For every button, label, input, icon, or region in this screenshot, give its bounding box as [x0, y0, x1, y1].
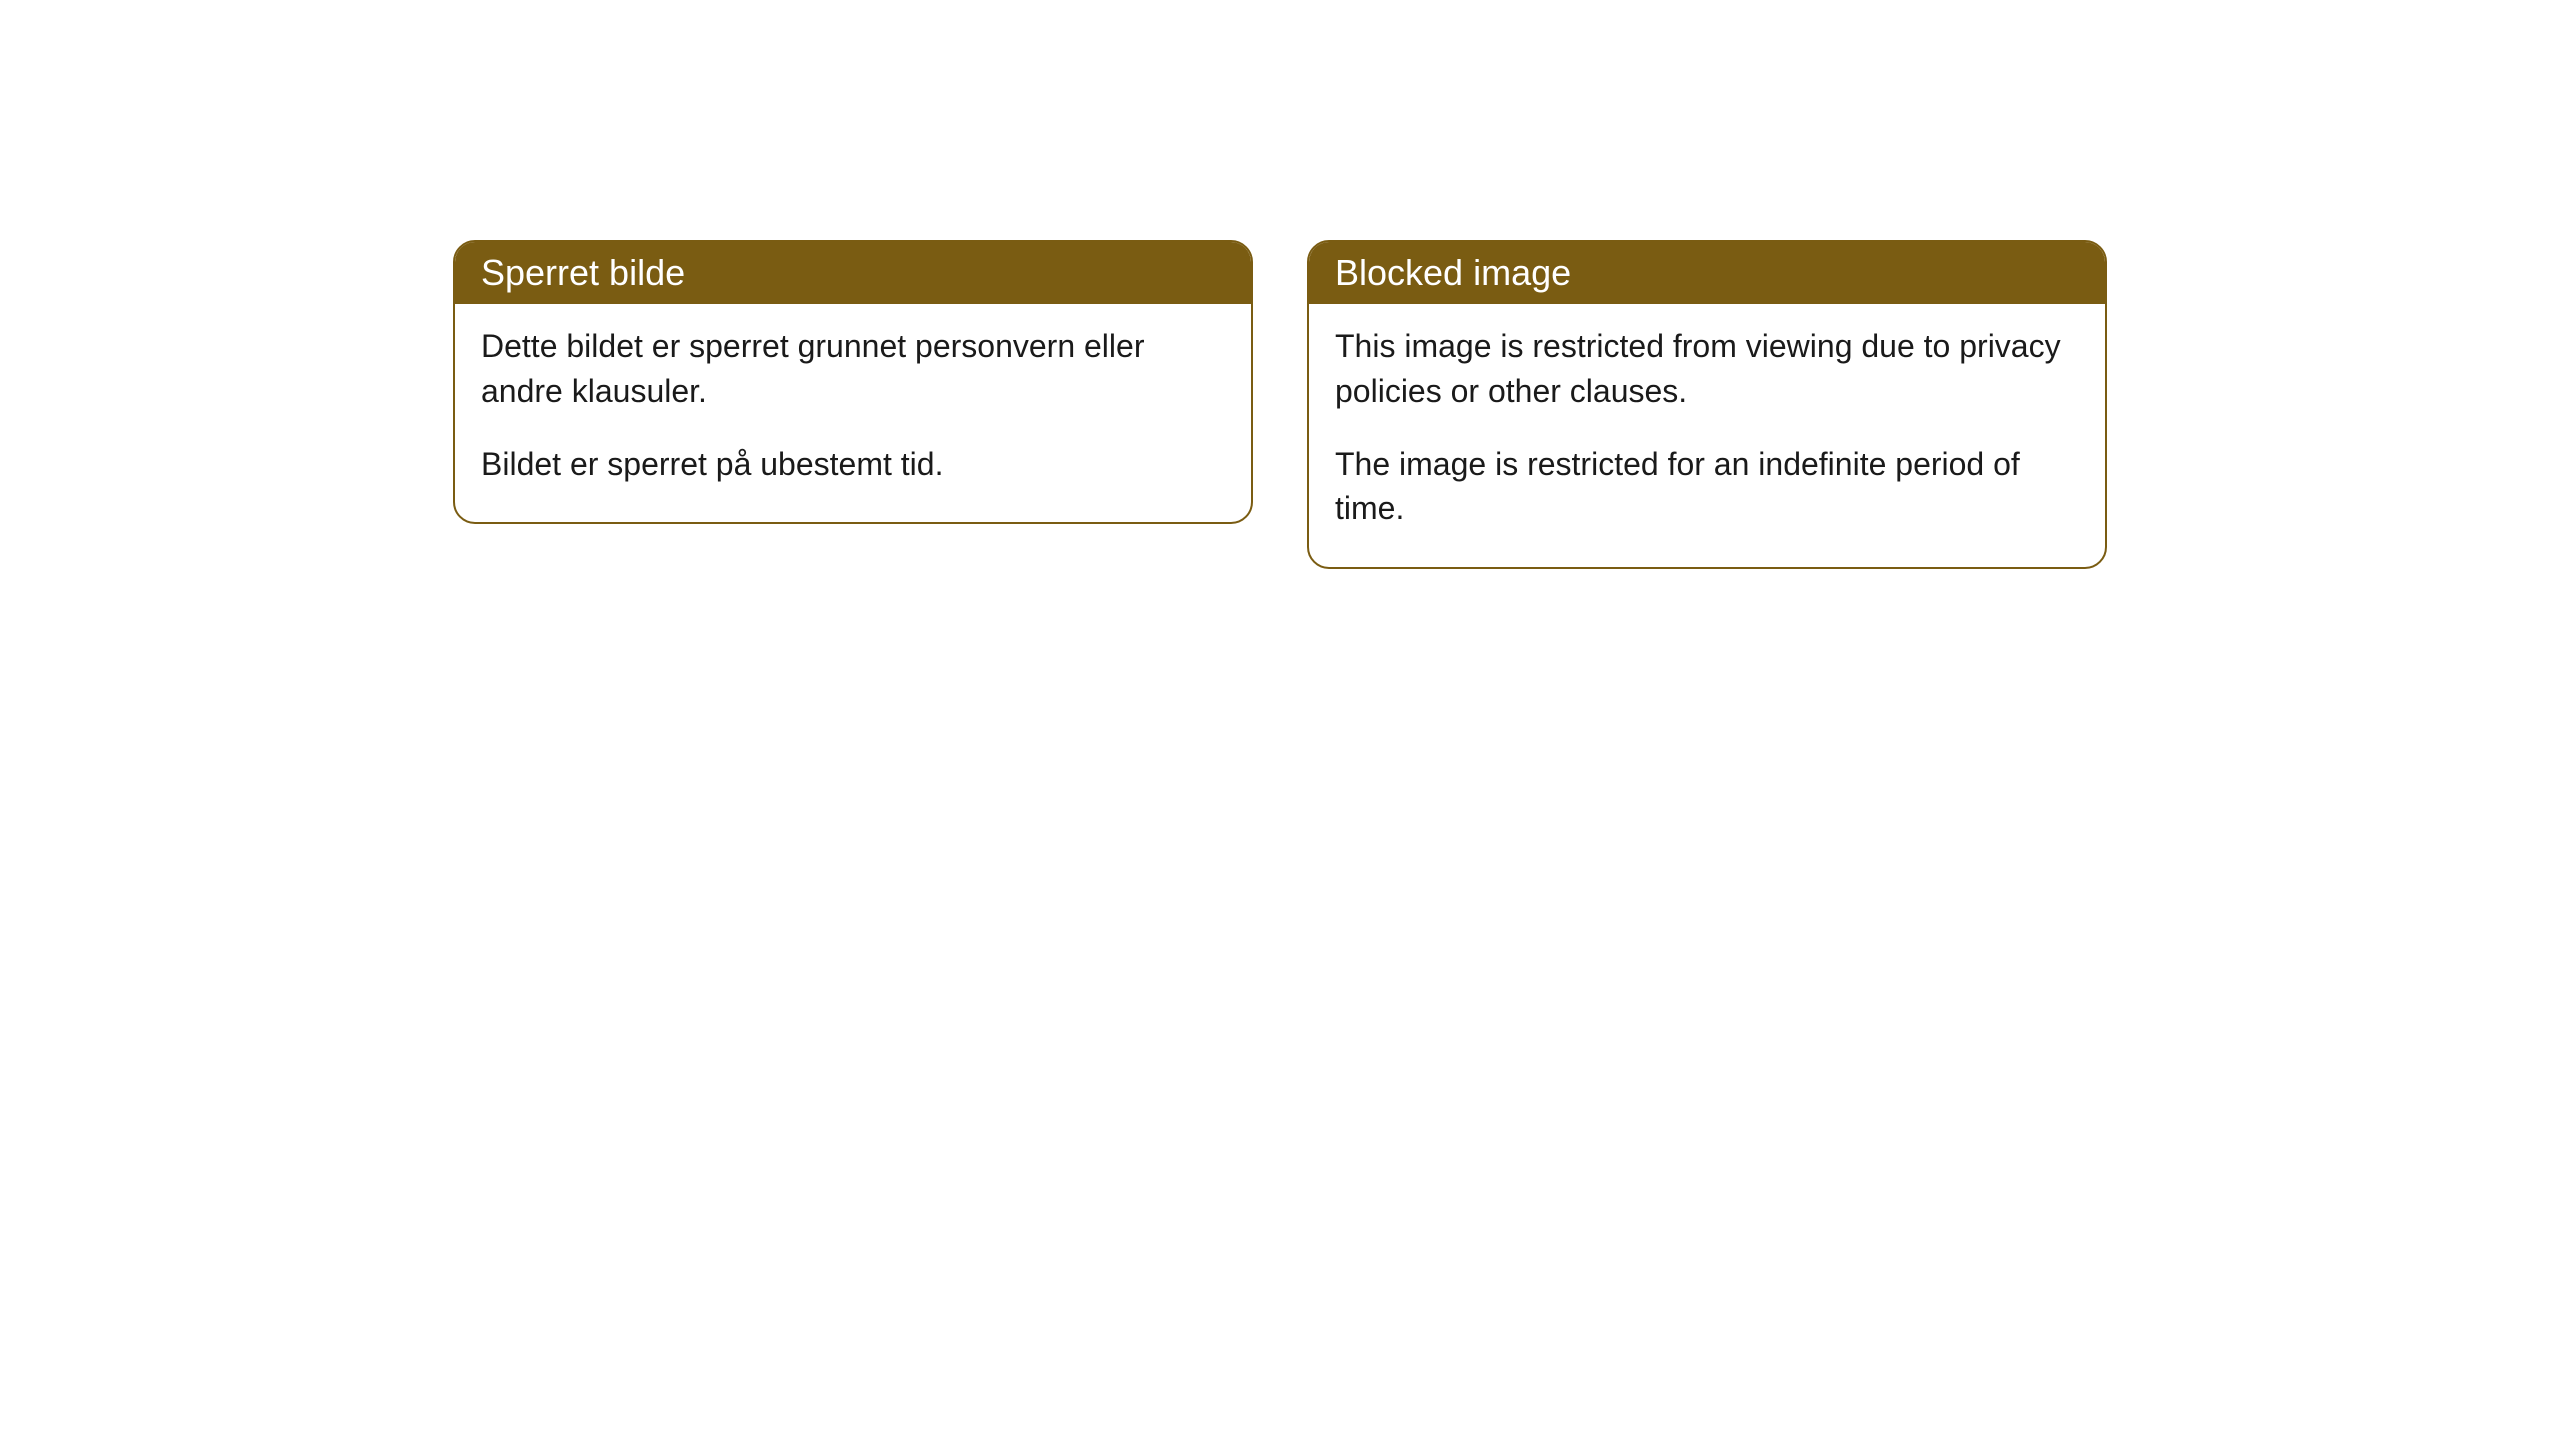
card-title: Blocked image — [1335, 252, 1571, 293]
card-paragraph: This image is restricted from viewing du… — [1335, 324, 2079, 414]
card-paragraph: Bildet er sperret på ubestemt tid. — [481, 442, 1225, 487]
card-title: Sperret bilde — [481, 252, 685, 293]
card-paragraph: Dette bildet er sperret grunnet personve… — [481, 324, 1225, 414]
card-header: Blocked image — [1309, 242, 2105, 304]
notice-card-english: Blocked image This image is restricted f… — [1307, 240, 2107, 569]
card-header: Sperret bilde — [455, 242, 1251, 304]
notice-card-norwegian: Sperret bilde Dette bildet er sperret gr… — [453, 240, 1253, 524]
card-body: This image is restricted from viewing du… — [1309, 304, 2105, 567]
card-paragraph: The image is restricted for an indefinit… — [1335, 442, 2079, 532]
notice-cards-container: Sperret bilde Dette bildet er sperret gr… — [453, 240, 2107, 1440]
card-body: Dette bildet er sperret grunnet personve… — [455, 304, 1251, 522]
